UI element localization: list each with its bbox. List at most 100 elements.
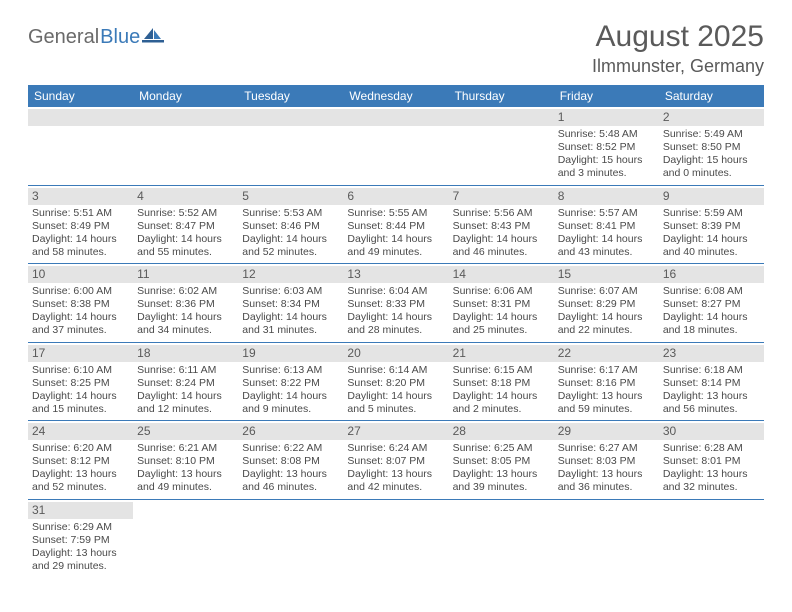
day-number: 7 xyxy=(449,188,554,205)
calendar-day xyxy=(343,500,448,578)
day-sunrise: Sunrise: 6:22 AM xyxy=(242,442,339,455)
day-sunrise: Sunrise: 6:02 AM xyxy=(137,285,234,298)
day-daylight1: Daylight: 13 hours xyxy=(663,390,760,403)
day-daylight1: Daylight: 15 hours xyxy=(558,154,655,167)
weekday-header: Monday xyxy=(133,85,238,107)
day-daylight2: and 37 minutes. xyxy=(32,324,129,337)
calendar-day: 2Sunrise: 5:49 AMSunset: 8:50 PMDaylight… xyxy=(659,107,764,185)
day-number: 23 xyxy=(659,345,764,362)
calendar-day xyxy=(238,107,343,185)
day-daylight1: Daylight: 13 hours xyxy=(347,468,444,481)
calendar-day: 5Sunrise: 5:53 AMSunset: 8:46 PMDaylight… xyxy=(238,186,343,264)
day-sunset: Sunset: 8:01 PM xyxy=(663,455,760,468)
day-daylight1: Daylight: 14 hours xyxy=(663,233,760,246)
day-daylight2: and 31 minutes. xyxy=(242,324,339,337)
calendar-day xyxy=(554,500,659,578)
day-sunset: Sunset: 8:24 PM xyxy=(137,377,234,390)
day-sunset: Sunset: 8:29 PM xyxy=(558,298,655,311)
day-sunrise: Sunrise: 6:27 AM xyxy=(558,442,655,455)
day-number: 29 xyxy=(554,423,659,440)
calendar-day xyxy=(133,107,238,185)
weekday-header-row: SundayMondayTuesdayWednesdayThursdayFrid… xyxy=(28,85,764,107)
calendar-day: 19Sunrise: 6:13 AMSunset: 8:22 PMDayligh… xyxy=(238,343,343,421)
day-daylight1: Daylight: 14 hours xyxy=(242,390,339,403)
weekday-header: Sunday xyxy=(28,85,133,107)
day-sunset: Sunset: 8:25 PM xyxy=(32,377,129,390)
day-daylight1: Daylight: 14 hours xyxy=(242,233,339,246)
day-daylight2: and 5 minutes. xyxy=(347,403,444,416)
day-sunrise: Sunrise: 5:56 AM xyxy=(453,207,550,220)
weekday-header: Saturday xyxy=(659,85,764,107)
day-sunrise: Sunrise: 5:51 AM xyxy=(32,207,129,220)
day-daylight2: and 3 minutes. xyxy=(558,167,655,180)
day-number xyxy=(449,109,554,126)
day-number: 10 xyxy=(28,266,133,283)
day-daylight2: and 28 minutes. xyxy=(347,324,444,337)
day-sunrise: Sunrise: 6:28 AM xyxy=(663,442,760,455)
calendar-day: 17Sunrise: 6:10 AMSunset: 8:25 PMDayligh… xyxy=(28,343,133,421)
day-daylight2: and 52 minutes. xyxy=(242,246,339,259)
weekday-header: Friday xyxy=(554,85,659,107)
location-label: Ilmmunster, Germany xyxy=(592,56,764,77)
day-sunset: Sunset: 7:59 PM xyxy=(32,534,129,547)
logo-text-blue: Blue xyxy=(100,26,140,49)
day-sunset: Sunset: 8:08 PM xyxy=(242,455,339,468)
calendar-day: 21Sunrise: 6:15 AMSunset: 8:18 PMDayligh… xyxy=(449,343,554,421)
day-sunset: Sunset: 8:33 PM xyxy=(347,298,444,311)
calendar-day: 28Sunrise: 6:25 AMSunset: 8:05 PMDayligh… xyxy=(449,421,554,499)
calendar-day: 6Sunrise: 5:55 AMSunset: 8:44 PMDaylight… xyxy=(343,186,448,264)
day-number: 19 xyxy=(238,345,343,362)
weekday-header: Thursday xyxy=(449,85,554,107)
day-number: 24 xyxy=(28,423,133,440)
day-number: 20 xyxy=(343,345,448,362)
day-sunrise: Sunrise: 6:29 AM xyxy=(32,521,129,534)
day-number xyxy=(133,502,238,519)
day-daylight2: and 49 minutes. xyxy=(347,246,444,259)
day-sunrise: Sunrise: 5:59 AM xyxy=(663,207,760,220)
page-title: August 2025 xyxy=(592,20,764,54)
day-daylight1: Daylight: 14 hours xyxy=(242,311,339,324)
day-daylight2: and 9 minutes. xyxy=(242,403,339,416)
day-sunrise: Sunrise: 6:24 AM xyxy=(347,442,444,455)
day-sunset: Sunset: 8:12 PM xyxy=(32,455,129,468)
calendar-day: 25Sunrise: 6:21 AMSunset: 8:10 PMDayligh… xyxy=(133,421,238,499)
day-sunrise: Sunrise: 6:04 AM xyxy=(347,285,444,298)
day-sunset: Sunset: 8:22 PM xyxy=(242,377,339,390)
day-number: 2 xyxy=(659,109,764,126)
calendar-week: 1Sunrise: 5:48 AMSunset: 8:52 PMDaylight… xyxy=(28,107,764,186)
day-sunset: Sunset: 8:14 PM xyxy=(663,377,760,390)
day-number: 21 xyxy=(449,345,554,362)
day-daylight2: and 42 minutes. xyxy=(347,481,444,494)
calendar-day: 4Sunrise: 5:52 AMSunset: 8:47 PMDaylight… xyxy=(133,186,238,264)
day-number: 30 xyxy=(659,423,764,440)
calendar-day: 14Sunrise: 6:06 AMSunset: 8:31 PMDayligh… xyxy=(449,264,554,342)
calendar-week: 24Sunrise: 6:20 AMSunset: 8:12 PMDayligh… xyxy=(28,421,764,500)
day-daylight1: Daylight: 14 hours xyxy=(347,233,444,246)
day-sunrise: Sunrise: 6:03 AM xyxy=(242,285,339,298)
day-number: 18 xyxy=(133,345,238,362)
day-number: 13 xyxy=(343,266,448,283)
day-daylight1: Daylight: 13 hours xyxy=(32,547,129,560)
calendar-day: 27Sunrise: 6:24 AMSunset: 8:07 PMDayligh… xyxy=(343,421,448,499)
day-number: 9 xyxy=(659,188,764,205)
day-number xyxy=(554,502,659,519)
calendar-day: 26Sunrise: 6:22 AMSunset: 8:08 PMDayligh… xyxy=(238,421,343,499)
day-sunrise: Sunrise: 6:07 AM xyxy=(558,285,655,298)
day-daylight2: and 34 minutes. xyxy=(137,324,234,337)
day-daylight2: and 58 minutes. xyxy=(32,246,129,259)
day-sunset: Sunset: 8:47 PM xyxy=(137,220,234,233)
day-daylight1: Daylight: 14 hours xyxy=(347,390,444,403)
calendar-day: 16Sunrise: 6:08 AMSunset: 8:27 PMDayligh… xyxy=(659,264,764,342)
day-sunset: Sunset: 8:49 PM xyxy=(32,220,129,233)
day-sunset: Sunset: 8:07 PM xyxy=(347,455,444,468)
day-daylight1: Daylight: 13 hours xyxy=(137,468,234,481)
weekday-header: Tuesday xyxy=(238,85,343,107)
day-number: 3 xyxy=(28,188,133,205)
calendar-day: 24Sunrise: 6:20 AMSunset: 8:12 PMDayligh… xyxy=(28,421,133,499)
day-sunrise: Sunrise: 5:49 AM xyxy=(663,128,760,141)
calendar-day xyxy=(238,500,343,578)
calendar-day: 30Sunrise: 6:28 AMSunset: 8:01 PMDayligh… xyxy=(659,421,764,499)
calendar-day: 1Sunrise: 5:48 AMSunset: 8:52 PMDaylight… xyxy=(554,107,659,185)
day-number: 6 xyxy=(343,188,448,205)
day-daylight1: Daylight: 14 hours xyxy=(32,311,129,324)
